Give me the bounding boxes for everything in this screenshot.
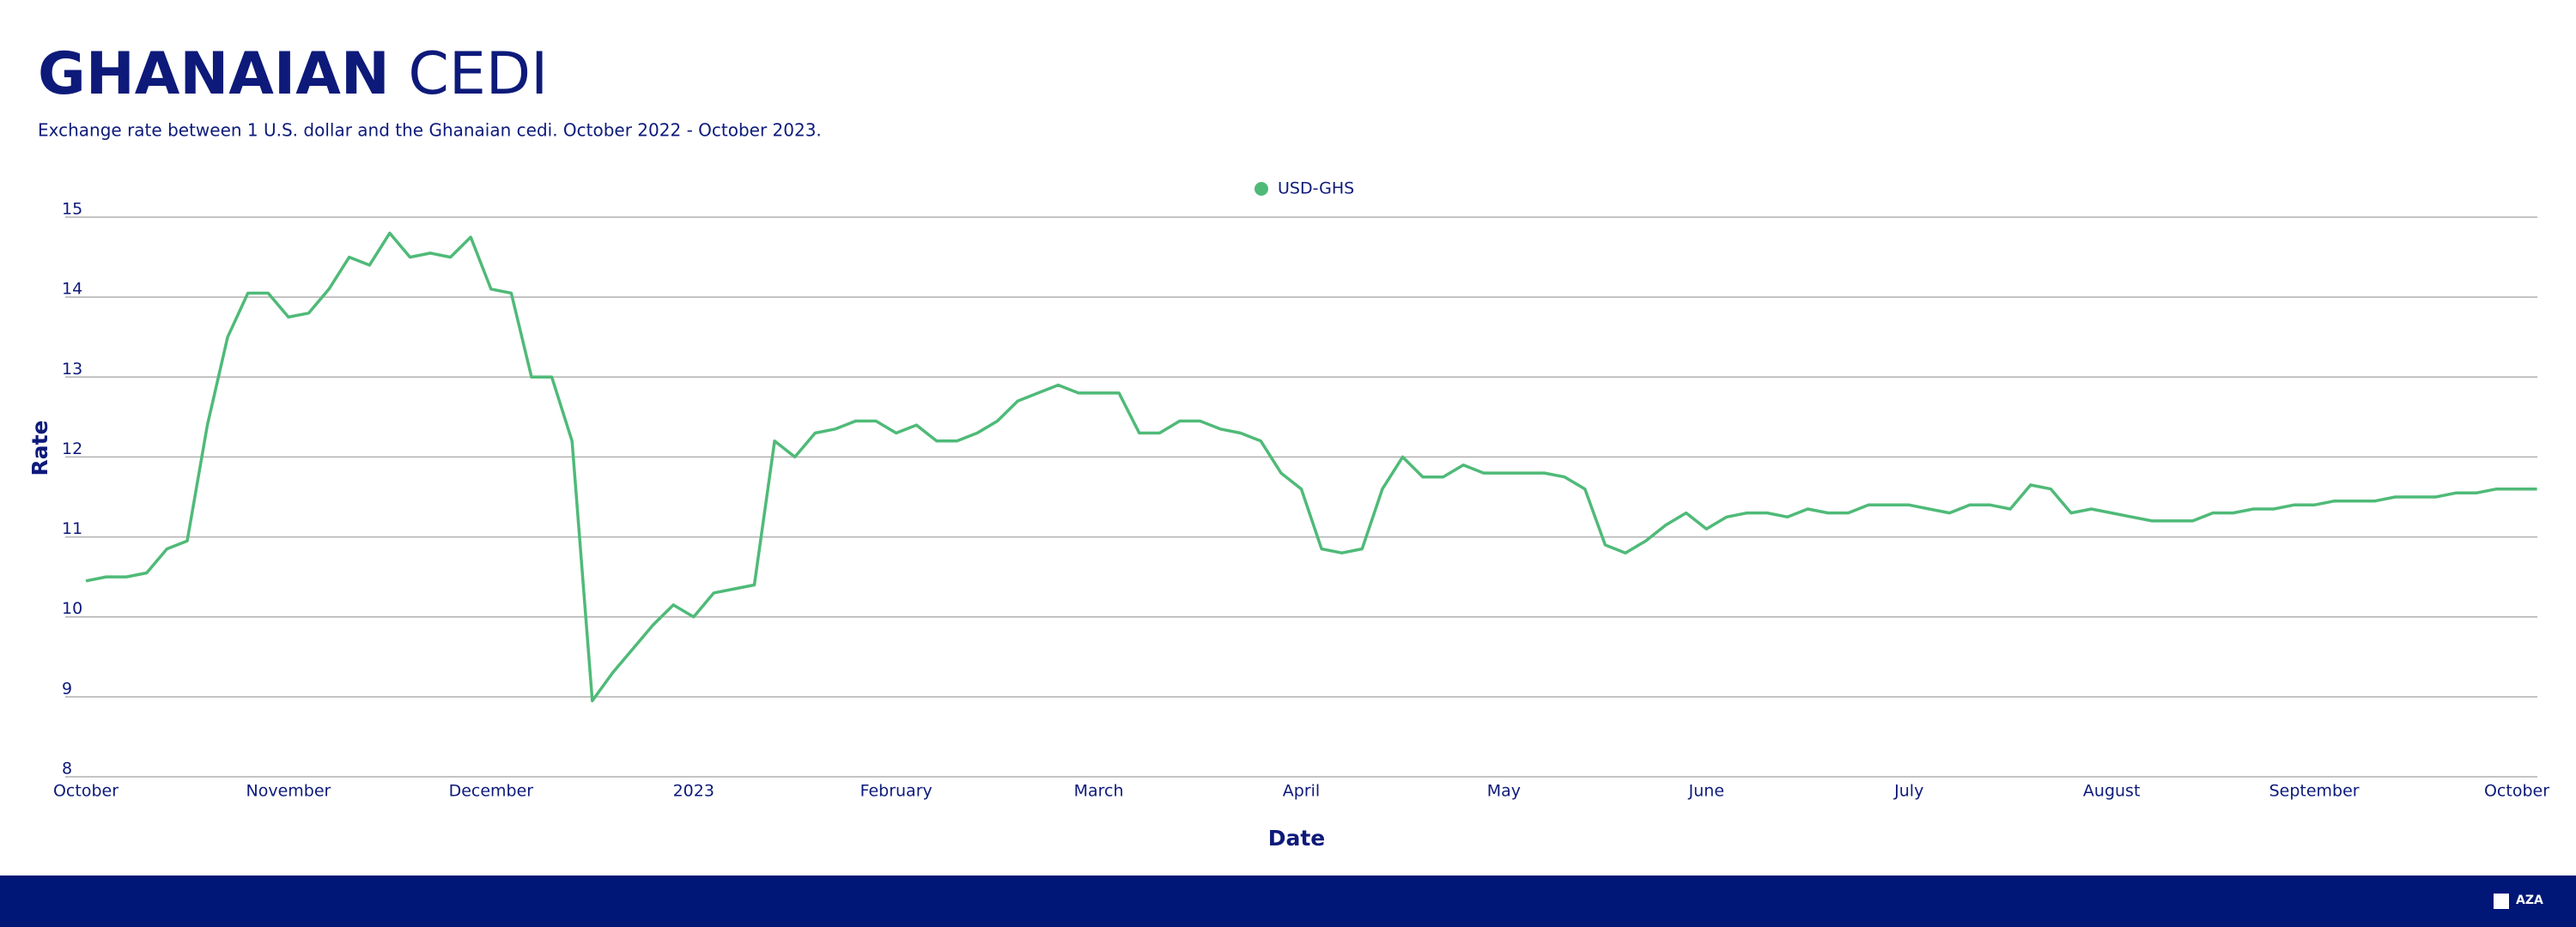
y-tick-label: 12 <box>62 439 82 458</box>
title-bold: GHANAIAN <box>38 40 390 108</box>
x-tick-label: October <box>53 782 118 801</box>
chart-title: GHANAIAN CEDI <box>38 40 548 108</box>
line-series <box>85 231 2537 703</box>
footer-band <box>0 876 2576 927</box>
x-tick-label: 2023 <box>673 782 714 801</box>
x-tick-label: December <box>449 782 534 801</box>
x-tick-label: September <box>2269 782 2360 801</box>
x-tick-label: July <box>1893 782 1923 801</box>
x-axis-label: Date <box>1268 826 1326 851</box>
x-tick-label: October <box>2484 782 2549 801</box>
x-tick-label: February <box>860 782 933 801</box>
legend-marker <box>1255 182 1268 196</box>
y-tick-label: 13 <box>62 360 82 379</box>
logo-icon <box>2494 894 2509 909</box>
title-rest: CEDI <box>408 40 548 108</box>
x-tick-label: November <box>246 782 331 801</box>
y-axis-label: Rate <box>27 420 52 476</box>
y-tick-label: 10 <box>62 599 82 618</box>
subtitle: Exchange rate between 1 U.S. dollar and … <box>38 120 822 141</box>
y-tick-label: 8 <box>62 760 72 779</box>
y-tick-label: 11 <box>62 519 82 538</box>
x-tick-label: May <box>1487 782 1521 801</box>
legend-label: USD-GHS <box>1278 179 1354 198</box>
y-tick-label: 14 <box>62 280 82 299</box>
x-tick-label: March <box>1074 782 1124 801</box>
logo-text: AZA <box>2516 894 2543 907</box>
x-tick-label: August <box>2083 782 2141 801</box>
x-tick-label: June <box>1688 782 1724 801</box>
x-tick-label: April <box>1283 782 1320 801</box>
y-tick-label: 15 <box>62 200 82 219</box>
y-tick-label: 9 <box>62 679 72 698</box>
